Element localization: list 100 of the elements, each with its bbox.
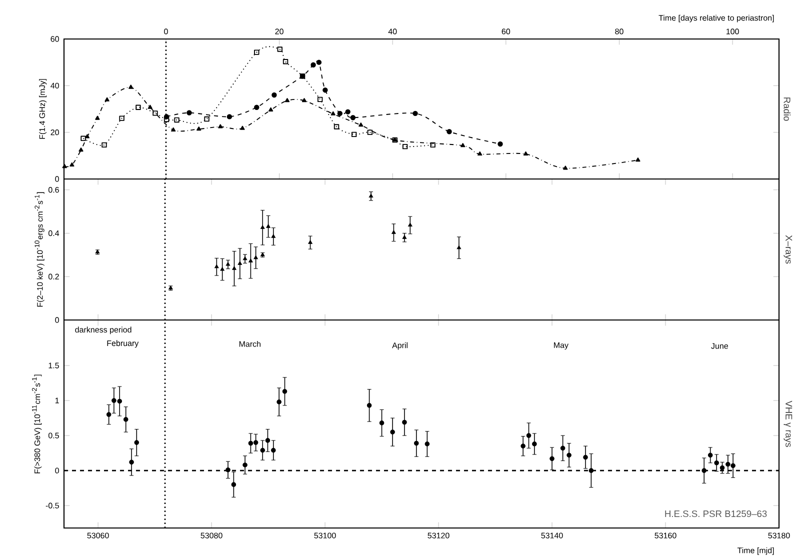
x-tick-label: 0 (164, 28, 168, 34)
point (277, 46, 282, 52)
point (702, 468, 707, 473)
x-tick-label: 53100 (314, 532, 336, 538)
point (266, 224, 270, 228)
annotation: April (392, 342, 408, 350)
point (134, 440, 140, 445)
y-tick-label: 0 (55, 317, 59, 323)
point (271, 234, 276, 238)
point (350, 115, 356, 120)
annotation: March (239, 340, 260, 347)
point (366, 403, 372, 408)
point (322, 87, 328, 93)
point (526, 433, 532, 438)
point (148, 104, 152, 109)
point (253, 440, 258, 445)
point (226, 262, 230, 266)
point (220, 267, 224, 271)
point (351, 132, 357, 138)
y-tick-label: 0.6 (48, 187, 59, 193)
point (265, 438, 270, 443)
point (152, 110, 158, 116)
point (498, 141, 503, 147)
x-tick-label: 40 (388, 28, 397, 34)
x-tick-label: 53160 (654, 532, 676, 538)
point (254, 104, 260, 110)
point (129, 460, 134, 465)
point (62, 164, 67, 168)
point (412, 110, 418, 116)
point (588, 468, 594, 473)
point (78, 147, 84, 152)
point (272, 92, 277, 98)
point (123, 417, 128, 422)
point (563, 166, 568, 170)
point (337, 110, 343, 116)
point (248, 440, 254, 446)
point (424, 442, 430, 446)
point (70, 162, 74, 167)
point (334, 124, 340, 130)
x-tick-label: 53120 (428, 532, 450, 538)
x-axis-title: Time [mjd] (737, 547, 774, 555)
point (248, 258, 253, 262)
y-axis-title: F(>380 GeV) [10$^{-11}$cm$^{-2}$s$^{-1}$] (32, 374, 42, 474)
point (390, 430, 395, 434)
point (302, 98, 307, 102)
point (268, 107, 274, 112)
point (730, 463, 736, 468)
point (402, 144, 408, 150)
point (84, 134, 90, 138)
point (358, 122, 364, 127)
point (254, 255, 258, 260)
y-tick-label: 0 (55, 468, 59, 474)
point (317, 96, 323, 102)
point (204, 116, 210, 122)
y2-axis-title: Radio (784, 98, 791, 121)
point (164, 114, 170, 120)
point (550, 456, 554, 462)
point (720, 465, 725, 470)
x-tick-label: 60 (502, 28, 510, 34)
point (284, 98, 290, 102)
point (414, 440, 419, 446)
point (186, 110, 192, 116)
point (532, 442, 537, 446)
y-tick-label: -0.5 (46, 502, 59, 508)
x-axis-title: Time [days relative to periastron] (658, 14, 774, 22)
point (270, 448, 276, 453)
point (218, 124, 223, 128)
x-tick-label: 53180 (768, 532, 790, 538)
point (367, 130, 373, 135)
y-tick-label: 0 (55, 176, 59, 182)
point (174, 117, 180, 123)
point (136, 104, 141, 110)
point (260, 448, 266, 453)
point (636, 157, 640, 162)
y-axis-title: F(1.4 GHz) [mJy] (39, 79, 47, 139)
point (402, 420, 407, 425)
point (310, 62, 316, 68)
point (392, 230, 396, 234)
point (446, 129, 452, 134)
point (316, 60, 322, 65)
x-tick-label: 100 (726, 28, 739, 34)
y-tick-label: 0.5 (48, 432, 59, 438)
point (726, 462, 730, 467)
y2-axis-title: VHE γ rays (784, 400, 792, 447)
x-tick-label: 20 (275, 28, 284, 34)
point (345, 109, 350, 114)
point (104, 97, 110, 102)
annotation: darkness period (75, 326, 132, 334)
point (408, 222, 412, 227)
point (276, 400, 282, 404)
point (430, 142, 436, 148)
point (128, 84, 134, 89)
point (231, 482, 236, 487)
x-tick-label: 80 (615, 28, 624, 34)
point (523, 151, 528, 156)
point (460, 143, 466, 148)
point (308, 240, 312, 244)
annotation: February (107, 340, 139, 348)
point (478, 151, 482, 156)
point (164, 116, 170, 122)
